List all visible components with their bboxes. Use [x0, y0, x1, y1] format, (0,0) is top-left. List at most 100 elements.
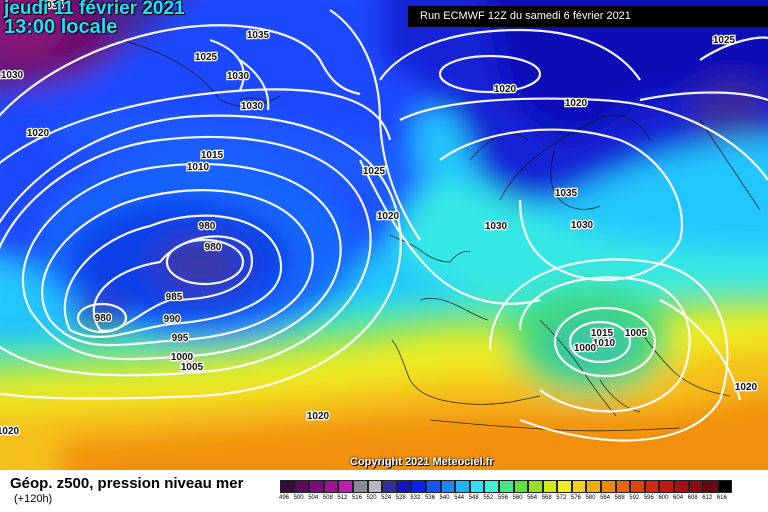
- legend-value: 608: [687, 495, 698, 501]
- legend-swatch: 604: [673, 480, 689, 501]
- legend-swatch: 616: [717, 480, 733, 501]
- legend-swatch: 552: [483, 480, 499, 501]
- isobar-label: 1015: [201, 150, 224, 161]
- legend-value: 528: [395, 495, 406, 501]
- legend-value: 524: [381, 495, 392, 501]
- isobar-label: 1020: [0, 426, 20, 437]
- legend-value: 564: [527, 495, 538, 501]
- run-info: Run ECMWF 12Z du samedi 6 février 2021: [408, 6, 768, 27]
- isobar-label: 1030: [241, 101, 264, 112]
- legend-value: 516: [351, 495, 362, 501]
- isobar-label: 990: [164, 314, 181, 325]
- legend-swatch: 612: [702, 480, 718, 501]
- map-footer: Géop. z500, pression niveau mer (+120h) …: [0, 470, 768, 512]
- legend-value: 512: [337, 495, 348, 501]
- isobar-labels: 1035 1035 1025 1030 1030 1030 1025 1010 …: [0, 0, 759, 438]
- isobar-label: 1030: [227, 71, 250, 82]
- forecast-lead: (+120h): [14, 493, 53, 505]
- isobar-label: 980: [199, 221, 216, 232]
- isobar-label: 1005: [625, 328, 648, 339]
- legend-value: 540: [439, 495, 450, 501]
- legend-swatch: 548: [469, 480, 485, 501]
- isobar-label: 1010: [187, 162, 210, 173]
- legend-swatch: 532: [410, 480, 426, 501]
- color-legend: 496 500 504 508 512 516 520 524 528 532 536 540 544 5…: [279, 480, 733, 501]
- isobar-label: 1025: [363, 166, 386, 177]
- weather-map: 1035 1035 1025 1030 1030 1030 1025 1010 …: [0, 0, 768, 470]
- isobar-label: 1020: [494, 84, 517, 95]
- isobar-label: 1030: [485, 221, 508, 232]
- legend-swatch: 576: [571, 480, 587, 501]
- isobars: [0, 9, 768, 442]
- legend-value: 556: [497, 495, 508, 501]
- legend-swatch: 608: [688, 480, 704, 501]
- legend-value: 616: [716, 495, 727, 501]
- legend-swatch: 508: [323, 480, 339, 501]
- isobar-label: 1020: [565, 98, 588, 109]
- isobar-label: 1005: [181, 362, 204, 373]
- legend-value: 612: [702, 495, 713, 501]
- legend-value: 500: [293, 495, 304, 501]
- legend-swatch: 540: [440, 480, 456, 501]
- isobar-label: 985: [166, 292, 183, 303]
- legend-value: 496: [279, 495, 290, 501]
- legend-value: 544: [454, 495, 465, 501]
- legend-swatch: 556: [498, 480, 514, 501]
- legend-swatch: 516: [352, 480, 368, 501]
- legend-value: 580: [585, 495, 596, 501]
- isobar-label: 1015: [591, 328, 614, 339]
- isobar-label: 1035: [41, 0, 64, 11]
- isobar-label: 1000: [574, 343, 597, 354]
- legend-swatch: 520: [367, 480, 383, 501]
- isobar-label: 980: [95, 313, 112, 324]
- legend-value: 520: [366, 495, 377, 501]
- forecast-date: jeudi 11 février 2021: [4, 0, 185, 19]
- legend-value: 552: [483, 495, 494, 501]
- isobar-label: 1025: [713, 35, 736, 46]
- legend-swatch: 560: [513, 480, 529, 501]
- isobar-label: 1030: [1, 70, 24, 81]
- legend-value: 604: [673, 495, 684, 501]
- isobar-label: 1020: [735, 382, 758, 393]
- legend-value: 592: [629, 495, 640, 501]
- legend-value: 576: [570, 495, 581, 501]
- isobar-label: 1025: [195, 52, 218, 63]
- legend-value: 596: [643, 495, 654, 501]
- legend-swatch: 504: [308, 480, 324, 501]
- isobar-label: 995: [172, 333, 189, 344]
- legend-value: 588: [614, 495, 625, 501]
- geopotential-field: [0, 0, 768, 470]
- legend-swatch: 524: [381, 480, 397, 501]
- legend-value: 508: [322, 495, 333, 501]
- legend-value: 600: [658, 495, 669, 501]
- legend-swatch: 564: [527, 480, 543, 501]
- legend-swatch: 572: [556, 480, 572, 501]
- isobar-label: 1020: [307, 411, 330, 422]
- map-title: Géop. z500, pression niveau mer: [10, 475, 244, 492]
- isobar-label: 1030: [571, 220, 594, 231]
- legend-swatch: 500: [294, 480, 310, 501]
- legend-swatch: 528: [396, 480, 412, 501]
- legend-swatch: 580: [585, 480, 602, 501]
- legend-value: 532: [410, 495, 421, 501]
- legend-swatch: 596: [644, 480, 660, 501]
- legend-swatch: 600: [658, 480, 675, 501]
- legend-value: 548: [468, 495, 479, 501]
- legend-value: 572: [556, 495, 567, 501]
- copyright: Copyright 2021 Meteociel.fr: [350, 456, 494, 468]
- legend-value: 504: [308, 495, 319, 501]
- isobar-label: 1035: [555, 188, 578, 199]
- legend-value: 584: [600, 495, 611, 501]
- legend-swatch: 512: [337, 480, 353, 501]
- legend-value: 560: [512, 495, 523, 501]
- isobar-label: 1020: [27, 128, 50, 139]
- isobar-label: 1000: [171, 352, 194, 363]
- forecast-hour: 13:00 locale: [4, 16, 118, 38]
- isobar-label: 1035: [247, 30, 270, 41]
- legend-value: 568: [541, 495, 552, 501]
- isobar-label: 1010: [593, 338, 616, 349]
- legend-swatch: 568: [542, 480, 558, 501]
- legend-swatch: 536: [425, 480, 441, 501]
- legend-swatch: 588: [615, 480, 631, 501]
